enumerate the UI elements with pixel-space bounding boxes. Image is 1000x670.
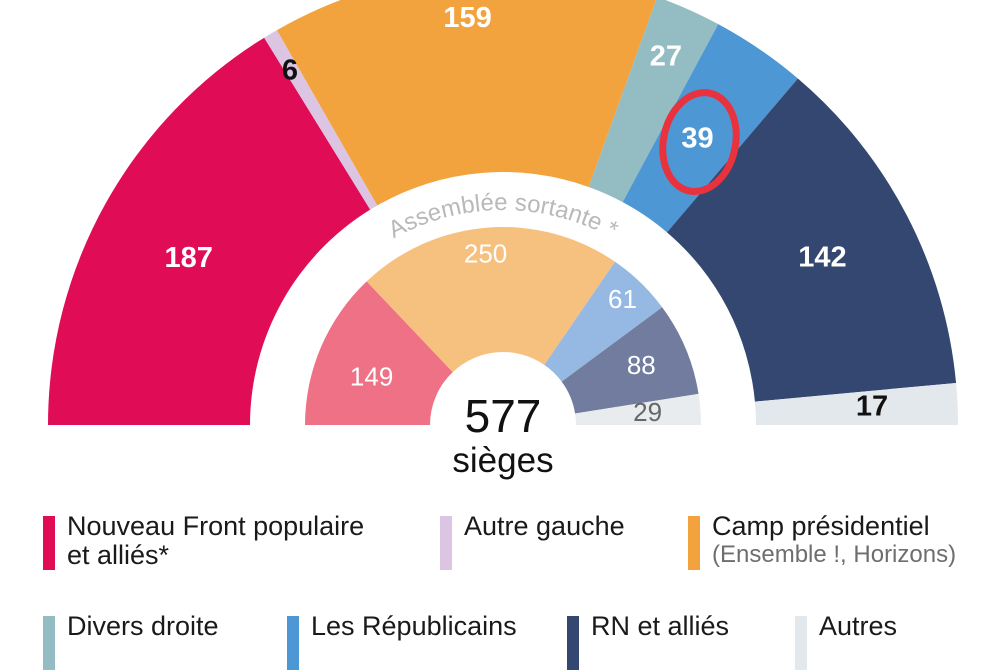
inner-value-label-2: 61 [608,284,637,314]
outer-value-label-4: 39 [681,123,713,155]
outer-value-label-5: 142 [798,242,846,274]
outer-segment-6 [754,382,958,425]
outer-value-label-6: 17 [856,391,888,423]
segment-labels: 187 6 159 27 39 142 17 149 250 61 88 29 [164,2,888,427]
legend-label-line1: Nouveau Front populaire [67,511,365,541]
outer-ring [48,0,958,426]
hemicycle-chart: Assemblée sortante * 577 sièges 18761592… [48,0,958,480]
inner-segment-3 [561,307,699,414]
legend-sublabel: (Ensemble !, Horizons) [712,541,957,568]
legend-swatch [688,516,700,570]
inner-segment-1 [366,227,616,373]
outer-value-label-2: 159 [443,2,491,34]
outer-value-label-0: 187 [164,242,212,274]
inner-value-label-1: 250 [464,238,507,268]
legend-label-line1: Divers droite [67,611,219,641]
inner-segment-4 [575,393,701,425]
legend-label-line1: RN et alliés [591,611,730,641]
legend-label-line2: et alliés* [67,540,170,570]
outer-segment-4 [622,24,798,233]
legend-swatch [440,516,452,570]
legend-swatch [43,616,55,670]
inner-value-label-0: 149 [350,361,393,391]
legend-label-line1: Les Républicains [311,611,517,641]
legend-label: Nouveau Front populaire et alliés* [67,512,364,570]
inner-ring [305,227,701,425]
highlight-circle [659,89,740,196]
outer-segment-2 [276,0,657,206]
legend-swatch [287,616,299,670]
legend-label-line1: Autres [819,611,898,641]
total-seats-value: 577 [465,390,542,442]
inner-value-label-3: 88 [627,350,656,380]
legend-swatch [567,616,579,670]
inner-segment-0 [305,281,453,425]
outer-segment-1 [264,30,378,210]
inner-value-label-4: 29 [633,397,662,427]
outer-value-label-1: 6 [282,55,298,87]
outer-segment-3 [588,0,719,203]
legend-label-line1: Camp présidentiel [712,511,930,541]
legend-swatch [43,516,55,570]
outer-segment-5 [666,78,957,402]
legend-label: Autres [819,612,897,641]
highlight-layer [659,89,740,196]
total-seats-unit: sièges [452,441,553,480]
legend-label: Camp présidentiel (Ensemble !, Horizons) [712,512,956,569]
legend-label: RN et alliés [591,612,729,641]
legend-swatch [795,616,807,670]
outer-value-label-3: 27 [650,40,682,72]
legend-label: Autre gauche [464,512,625,541]
outer-segment-0 [48,37,371,426]
legend-label: Divers droite [67,612,219,641]
inner-segment-2 [544,261,663,382]
legend-label-line1: Autre gauche [464,511,625,541]
legend-label: Les Républicains [311,612,517,641]
